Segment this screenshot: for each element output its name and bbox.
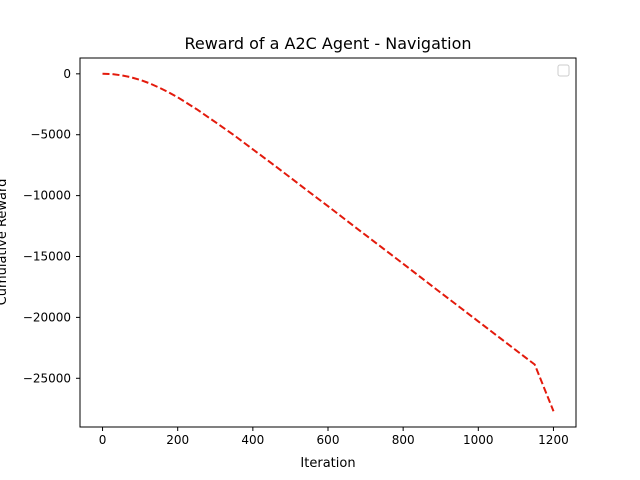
chart-title: Reward of a A2C Agent - Navigation [184, 34, 471, 53]
x-tick-label: 0 [99, 433, 107, 447]
x-tick-label: 1200 [538, 433, 569, 447]
y-tick-label: −15000 [23, 250, 71, 264]
x-tick-label: 800 [392, 433, 415, 447]
series-layer [102, 72, 555, 412]
x-tick-label: 400 [241, 433, 264, 447]
x-axis-label: Iteration [300, 456, 355, 471]
y-tick-label: −10000 [23, 189, 71, 203]
x-tick-label: 1000 [463, 433, 494, 447]
y-tick-label: −25000 [23, 371, 71, 385]
x-tick-label: 200 [166, 433, 189, 447]
legend-box [557, 64, 570, 77]
y-axis-label: Cumulative Reward [0, 179, 10, 306]
x-tick-label: 600 [317, 433, 340, 447]
reward-series-line [102, 72, 555, 412]
axis-ticks: 0 200 400 600 800 1000 1200 0 −5000 −10000 −15000 −… [23, 67, 569, 447]
y-tick-label: 0 [63, 67, 71, 81]
y-tick-label: −20000 [23, 310, 71, 324]
y-tick-label: −5000 [30, 128, 71, 142]
plot-frame [79, 57, 577, 428]
plot-area [80, 58, 576, 427]
